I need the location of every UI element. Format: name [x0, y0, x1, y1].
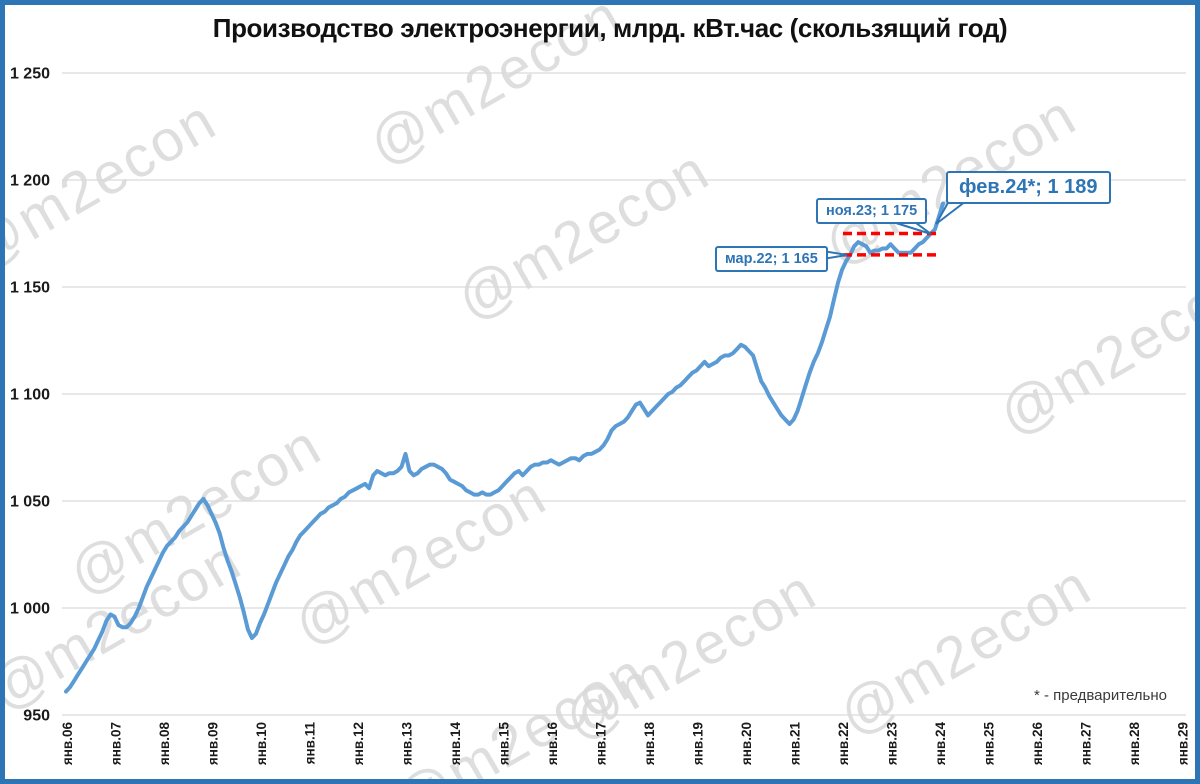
- x-axis-tick-label: янв.17: [594, 722, 609, 765]
- data-series-line: [64, 201, 945, 694]
- x-axis-tick-label: янв.23: [885, 722, 900, 766]
- data-label-mar22: мар.22; 1 165: [715, 246, 828, 272]
- x-axis-tick-label: янв.14: [448, 722, 463, 766]
- x-axis-tick-label: янв.20: [739, 722, 754, 765]
- x-axis-tick-label: янв.25: [982, 722, 997, 766]
- x-axis-tick-label: янв.13: [400, 722, 415, 766]
- data-label-noy23: ноя.23; 1 175: [816, 198, 928, 224]
- x-axis-tick-label: янв.10: [254, 722, 269, 765]
- x-axis-tick-label: янв.26: [1030, 722, 1045, 766]
- x-axis-tick-label: янв.09: [206, 722, 221, 765]
- x-axis-tick-label: янв.22: [836, 722, 851, 765]
- y-axis-tick-label: 1 250: [10, 66, 50, 83]
- x-axis-tick-label: янв.12: [351, 722, 366, 765]
- y-axis-tick-label: 950: [23, 708, 50, 725]
- x-axis-tick-label: янв.24: [933, 722, 948, 766]
- x-axis-tick-label: янв.16: [545, 722, 560, 766]
- x-axis-tick-label: янв.28: [1127, 722, 1142, 766]
- x-axis-tick-label: янв.15: [497, 722, 512, 766]
- chart-footnote: * - предварительно: [1033, 687, 1167, 704]
- y-axis-tick-label: 1 000: [10, 601, 50, 618]
- x-axis-tick-label: янв.29: [1176, 722, 1191, 765]
- y-axis-tick-label: 1 100: [10, 387, 50, 404]
- x-axis-tick-label: янв.21: [788, 722, 803, 766]
- y-axis-tick-label: 1 050: [10, 494, 50, 511]
- x-axis-tick-label: янв.08: [157, 722, 172, 766]
- chart-title: Производство электроэнергии, млрд. кВт.ч…: [212, 13, 1008, 43]
- x-axis-tick-label: янв.07: [109, 722, 124, 765]
- x-axis-tick-label: янв.11: [303, 722, 318, 765]
- y-axis-tick-label: 1 150: [10, 280, 50, 297]
- x-axis-tick-label: янв.06: [60, 722, 75, 766]
- y-axis-tick-label: 1 200: [10, 173, 50, 190]
- x-axis-tick-label: янв.27: [1079, 722, 1094, 765]
- x-axis-tick-label: янв.18: [642, 722, 657, 766]
- x-axis-tick-label: янв.19: [691, 722, 706, 765]
- data-label-fev24: фев.24*; 1 189: [946, 171, 1111, 204]
